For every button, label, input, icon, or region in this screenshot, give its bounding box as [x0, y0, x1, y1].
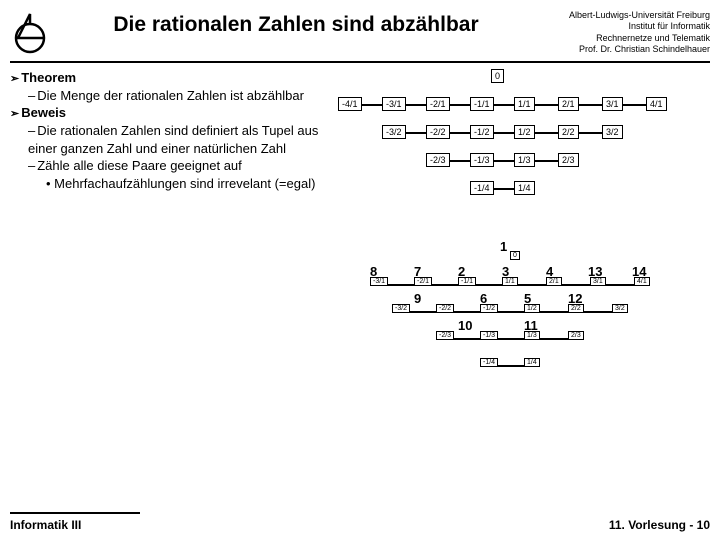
fraction-box: -1/3 — [470, 153, 494, 167]
fraction-box: 1/2 — [514, 125, 535, 139]
fraction-box: -2/1 — [426, 97, 450, 111]
diagram-column: 0 -4/1 -3/1 -2/1 -1/1 1/1 2/1 3/1 4/1 -3/2 -2/2 -1/… — [330, 69, 710, 192]
proof-text-2: Zähle alle diese Paare geeignet auf — [28, 157, 330, 175]
enumeration-number: 12 — [568, 291, 582, 306]
fraction-box: -4/1 — [338, 97, 362, 111]
fraction-box: -2/3 — [426, 153, 450, 167]
affil-line: Albert-Ludwigs-Universität Freiburg — [530, 10, 710, 21]
proof-text-3: Mehrfachaufzählungen sind irrevelant (=e… — [46, 175, 330, 193]
fraction-box: 1/4 — [514, 181, 535, 195]
enumeration-number: 10 — [458, 318, 472, 333]
enumeration-number: 13 — [588, 264, 602, 279]
connector-line — [436, 160, 568, 162]
enumeration-number: 4 — [546, 264, 553, 279]
fraction-box: 0 — [510, 251, 520, 260]
header-divider — [10, 61, 710, 63]
fraction-box: -3/1 — [382, 97, 406, 111]
fraction-box: 0 — [491, 69, 504, 83]
theorem-text: Die Menge der rationalen Zahlen ist abzä… — [28, 87, 330, 105]
fraction-box: 4/1 — [646, 97, 667, 111]
enumeration-number: 8 — [370, 264, 377, 279]
fraction-box: -2/2 — [426, 125, 450, 139]
heading-theorem: Theorem — [10, 69, 330, 87]
enumeration-number: 6 — [480, 291, 487, 306]
fraction-box: 1/3 — [514, 153, 535, 167]
enumeration-number: 3 — [502, 264, 509, 279]
fraction-box: 2/1 — [558, 97, 579, 111]
main-content: Theorem Die Menge der rationalen Zahlen … — [0, 69, 720, 192]
fraction-box: 2/3 — [558, 153, 579, 167]
connector-line — [402, 311, 622, 313]
fraction-box: 3/2 — [602, 125, 623, 139]
fraction-box: -1/3 — [480, 331, 498, 340]
university-logo-icon — [10, 12, 52, 54]
fraction-box: 2/3 — [568, 331, 584, 340]
slide-title: Die rationalen Zahlen sind abzählbar — [62, 8, 530, 37]
heading-proof: Beweis — [10, 104, 330, 122]
fraction-box: -2/2 — [436, 304, 454, 313]
enumeration-number: 1 — [500, 239, 507, 254]
fraction-box: -1/1 — [470, 97, 494, 111]
fraction-box: -1/4 — [480, 358, 498, 367]
text-column: Theorem Die Menge der rationalen Zahlen … — [10, 69, 330, 192]
enumeration-number: 5 — [524, 291, 531, 306]
footer-divider — [10, 512, 140, 514]
fraction-box: -3/2 — [392, 304, 410, 313]
connector-line — [446, 338, 578, 340]
affiliation: Albert-Ludwigs-Universität Freiburg Inst… — [530, 8, 710, 55]
affil-line: Institut für Informatik — [530, 21, 710, 32]
fraction-box: 3/2 — [612, 304, 628, 313]
proof-text-1: Die rationalen Zahlen sind definiert als… — [28, 122, 330, 157]
fraction-box: 3/1 — [602, 97, 623, 111]
footer-right: 11. Vorlesung - 10 — [609, 518, 710, 532]
fraction-box: -3/2 — [382, 125, 406, 139]
header: Die rationalen Zahlen sind abzählbar Alb… — [0, 0, 720, 59]
enumeration-number: 2 — [458, 264, 465, 279]
affil-line: Prof. Dr. Christian Schindelhauer — [530, 44, 710, 55]
footer-left: Informatik III — [10, 518, 81, 532]
enumeration-number: 14 — [632, 264, 646, 279]
enumeration-number: 11 — [524, 318, 538, 333]
fraction-box: 1/1 — [514, 97, 535, 111]
fraction-box: -1/2 — [470, 125, 494, 139]
enumeration-number: 9 — [414, 291, 421, 306]
affil-line: Rechnernetze und Telematik — [530, 33, 710, 44]
fraction-box: 2/2 — [558, 125, 579, 139]
footer: Informatik III 11. Vorlesung - 10 — [10, 512, 710, 532]
connector-line — [392, 132, 612, 134]
fraction-box: -1/4 — [470, 181, 494, 195]
enumeration-number: 7 — [414, 264, 421, 279]
fraction-box: 1/4 — [524, 358, 540, 367]
fraction-box: -2/3 — [436, 331, 454, 340]
